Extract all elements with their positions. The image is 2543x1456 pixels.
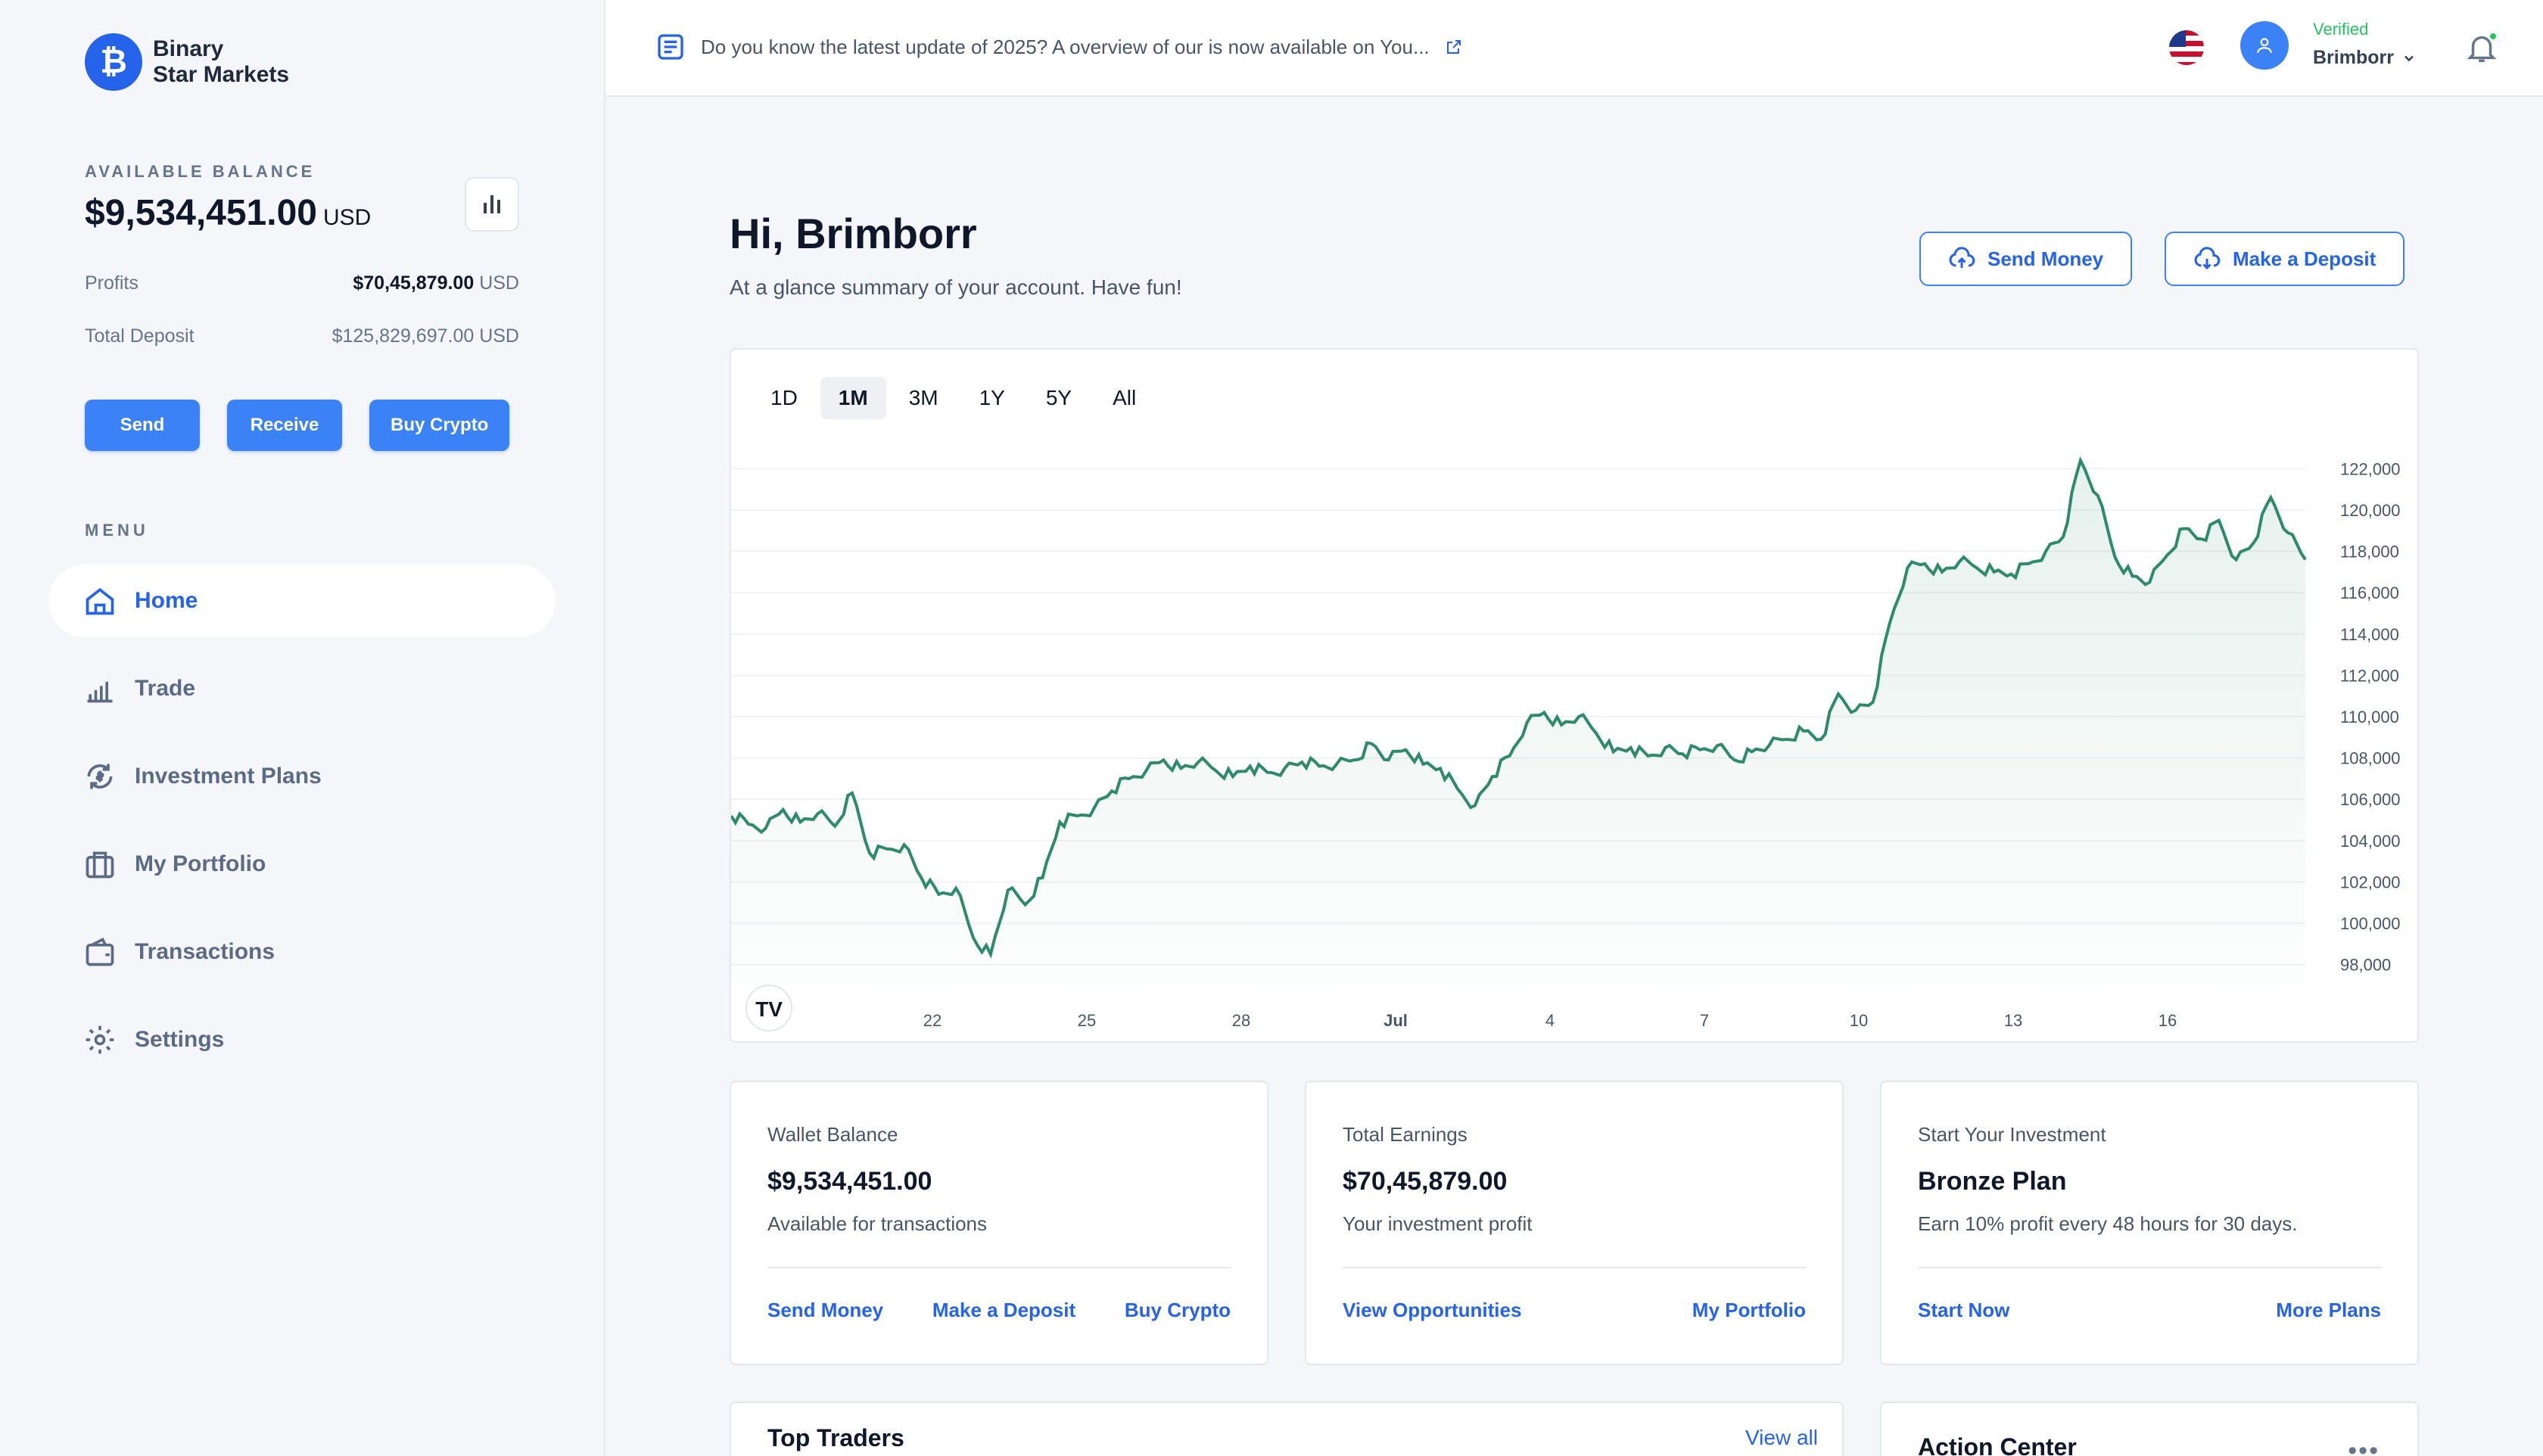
briefcase-icon	[86, 851, 114, 879]
bell-icon	[2467, 36, 2497, 62]
more-options-icon[interactable]: •••	[2348, 1436, 2380, 1456]
svg-text:TV: TV	[755, 997, 783, 1021]
user-menu[interactable]: Verified Brimborr	[2313, 20, 2417, 69]
x-tick-label: 13	[2004, 1011, 2022, 1030]
action-center-card: Action Center •••	[1880, 1402, 2419, 1456]
make-deposit-button[interactable]: Make a Deposit	[2165, 232, 2405, 286]
notification-dot	[2489, 32, 2498, 41]
make-deposit-link[interactable]: Make a Deposit	[932, 1299, 1076, 1321]
chevron-down-icon	[2404, 55, 2414, 61]
chart-range-tabs: 1D 1M 3M 1Y 5Y All	[752, 377, 1154, 419]
top-traders-card: Top Traders View all	[730, 1402, 1844, 1456]
view-all-link[interactable]: View all	[1745, 1426, 1818, 1449]
page-subtitle: At a glance summary of your account. Hav…	[730, 275, 1182, 299]
news-icon	[658, 34, 683, 60]
balance-chart-button[interactable]	[465, 177, 519, 232]
y-tick-label: 120,000	[2340, 501, 2401, 520]
sidebar-item-my-portfolio[interactable]: My Portfolio	[48, 828, 556, 901]
x-tick-label: 25	[1078, 1011, 1096, 1030]
x-tick-label: 7	[1700, 1011, 1709, 1030]
buy-crypto-button[interactable]: Buy Crypto	[369, 400, 510, 451]
x-tick-label: 22	[923, 1011, 942, 1030]
wallet-icon	[86, 938, 114, 966]
view-opportunities-link[interactable]: View Opportunities	[1343, 1299, 1522, 1321]
sidebar-item-investment-plans[interactable]: Investment Plans	[48, 740, 556, 813]
more-plans-link[interactable]: More Plans	[2276, 1299, 2381, 1321]
y-tick-label: 106,000	[2340, 790, 2401, 809]
bar-chart-icon	[87, 681, 113, 703]
bitcoin-logo-icon: ₿	[85, 33, 142, 91]
y-tick-label: 110,000	[2340, 708, 2399, 726]
x-tick-label: 4	[1545, 1011, 1555, 1030]
x-tick-label: 10	[1850, 1011, 1868, 1030]
verified-status: Verified	[2313, 20, 2369, 39]
price-chart-card: 1D 1M 3M 1Y 5Y All 98,000 100,000 102,000 1…	[730, 348, 2419, 1043]
dollar-cycle-icon	[87, 764, 113, 789]
cloud-download-icon	[2194, 247, 2221, 270]
price-line	[731, 456, 2307, 959]
receive-button[interactable]: Receive	[227, 400, 342, 451]
start-investment-card: Start Your Investment Bronze Plan Earn 1…	[1880, 1081, 2419, 1365]
us-flag-icon[interactable]	[2169, 30, 2204, 65]
y-tick-label: 116,000	[2340, 583, 2399, 602]
top-traders-heading: Top Traders	[767, 1424, 904, 1451]
profits-row: Profits $70,45,879.00 USD	[85, 272, 519, 294]
tab-3m[interactable]: 3M	[908, 386, 938, 409]
total-earnings-card: Total Earnings $70,45,879.00 Your invest…	[1305, 1081, 1844, 1365]
y-tick-label: 118,000	[2340, 543, 2399, 562]
x-tick-label: 16	[2159, 1011, 2177, 1030]
y-tick-label: 102,000	[2340, 873, 2401, 891]
home-icon	[86, 588, 114, 615]
y-tick-label: 98,000	[2340, 956, 2391, 975]
buy-crypto-link[interactable]: Buy Crypto	[1124, 1299, 1231, 1321]
send-money-link[interactable]: Send Money	[767, 1299, 884, 1321]
y-tick-label: 108,000	[2340, 749, 2401, 768]
send-money-button[interactable]: Send Money	[1919, 232, 2133, 286]
tab-all[interactable]: All	[1113, 386, 1137, 409]
sidebar-item-trade[interactable]: Trade	[48, 652, 556, 725]
x-tick-label: 28	[1232, 1011, 1250, 1030]
y-tick-label: 104,000	[2340, 832, 2401, 851]
tab-1d[interactable]: 1D	[770, 386, 798, 409]
y-tick-label: 100,000	[2340, 914, 2401, 933]
user-icon	[2257, 38, 2272, 53]
total-deposit-row: Total Deposit $125,829,697.00 USD	[85, 325, 519, 347]
avatar[interactable]	[2240, 21, 2289, 70]
sidebar-item-settings[interactable]: Settings	[48, 1003, 556, 1076]
price-chart[interactable]: 98,000 100,000 102,000 104,000 106,000 108,00…	[731, 425, 2417, 1041]
action-center-heading: Action Center	[1918, 1433, 2077, 1456]
price-area	[731, 460, 2305, 985]
start-now-link[interactable]: Start Now	[1918, 1299, 2010, 1321]
brand-name: Binary Star Markets	[153, 36, 290, 87]
wallet-balance-card: Wallet Balance $9,534,451.00 Available f…	[730, 1081, 1268, 1365]
sidebar-item-home[interactable]: Home	[48, 565, 556, 637]
brand[interactable]: ₿ Binary Star Markets	[85, 33, 289, 91]
send-button[interactable]: Send	[85, 400, 200, 451]
tradingview-logo-icon[interactable]: TV	[745, 985, 792, 1031]
topbar: Do you know the latest update of 2025? A…	[605, 0, 2543, 97]
y-tick-label: 114,000	[2340, 625, 2399, 644]
external-link-icon[interactable]	[1445, 38, 1463, 56]
page-title: Hi, Brimborr	[730, 210, 977, 257]
sidebar-item-transactions[interactable]: Transactions	[48, 916, 556, 988]
y-tick-label: 112,000	[2340, 666, 2399, 685]
notifications-button[interactable]	[2464, 30, 2499, 65]
gear-icon	[86, 1025, 114, 1054]
tab-1m[interactable]: 1M	[820, 377, 886, 419]
my-portfolio-link[interactable]: My Portfolio	[1692, 1299, 1806, 1321]
sidebar: ₿ Binary Star Markets AVAILABLE BALANCE …	[0, 0, 605, 1456]
y-tick-label: 122,000	[2340, 459, 2401, 478]
username: Brimborr	[2313, 47, 2394, 68]
balance-amount: $9,534,451.00 USD	[85, 193, 372, 233]
tab-1y[interactable]: 1Y	[979, 386, 1005, 409]
tab-5y[interactable]: 5Y	[1045, 386, 1072, 409]
x-tick-label: Jul	[1384, 1011, 1408, 1030]
cloud-upload-icon	[1949, 247, 1975, 268]
balance-label: AVAILABLE BALANCE	[85, 162, 316, 181]
menu-label: MENU	[85, 521, 149, 540]
sidebar-nav: Home Trade Investment Plans My Portfolio…	[48, 565, 556, 1091]
sidebar-action-buttons: Send Receive Buy Crypto	[85, 400, 510, 451]
news-banner[interactable]: Do you know the latest update of 2025? A…	[655, 32, 1478, 62]
